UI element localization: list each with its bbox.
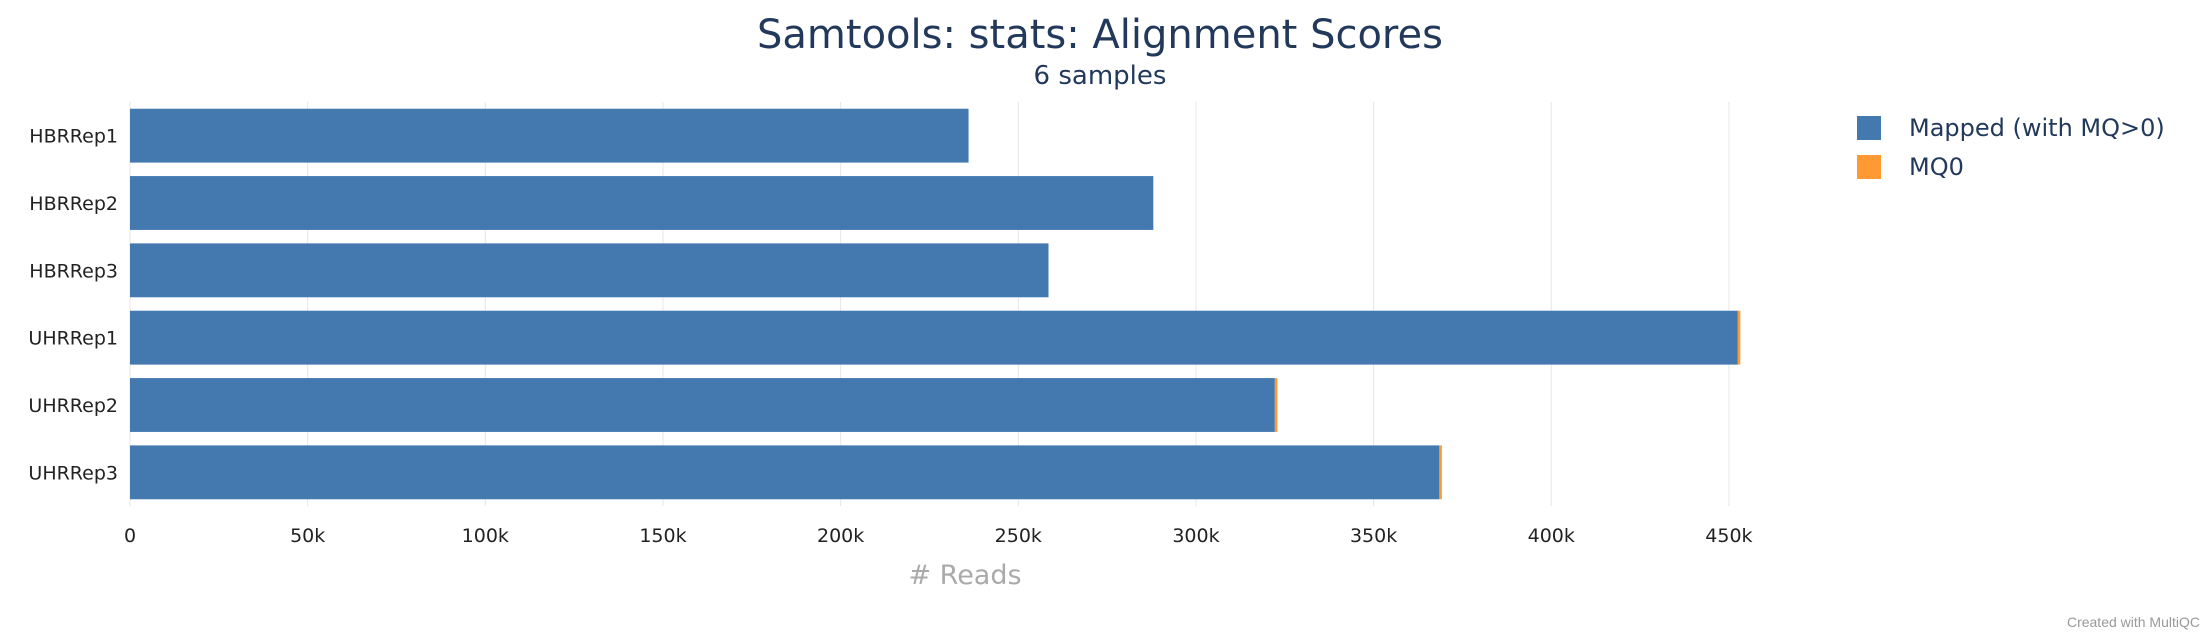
- x-axis-label: # Reads: [908, 560, 1021, 591]
- legend-swatch: [1857, 155, 1881, 179]
- bar-mapped: [130, 176, 1154, 230]
- bar-mapped: [130, 445, 1440, 500]
- bar-mq0: [1737, 310, 1741, 365]
- x-tick-label: 150k: [639, 525, 686, 547]
- multiqc-credit: Created with MultiQC: [2066, 614, 2200, 630]
- category-label: HBRRep1: [29, 126, 118, 148]
- x-tick-label: 50k: [290, 525, 325, 547]
- x-tick-label: 400k: [1528, 525, 1575, 547]
- x-tick-label: 100k: [462, 525, 509, 547]
- x-tick-label: 300k: [1172, 525, 1219, 547]
- x-tick-label: 250k: [995, 525, 1042, 547]
- bar-mq0: [1274, 378, 1278, 432]
- x-tick-label: 200k: [817, 525, 864, 547]
- chart-subtitle: 6 samples: [1034, 61, 1167, 91]
- bar-mapped: [130, 243, 1049, 298]
- category-label: HBRRep3: [29, 260, 118, 282]
- bar-mapped: [130, 108, 969, 163]
- category-label: UHRRep2: [28, 395, 118, 417]
- bar-mapped: [130, 378, 1275, 432]
- chart-title: Samtools: stats: Alignment Scores: [757, 12, 1443, 58]
- legend-label: Mapped (with MQ>0): [1909, 114, 2165, 142]
- bar-mapped: [130, 310, 1738, 365]
- legend-swatch: [1857, 116, 1881, 140]
- x-tick-label: 0: [124, 525, 136, 547]
- x-tick-label: 350k: [1350, 525, 1397, 547]
- category-label: UHRRep3: [28, 462, 118, 484]
- bar-mq0: [1439, 445, 1442, 500]
- legend-label: MQ0: [1909, 153, 1964, 181]
- category-label: UHRRep1: [28, 328, 118, 350]
- category-label: HBRRep2: [29, 193, 118, 215]
- x-tick-label: 450k: [1705, 525, 1752, 547]
